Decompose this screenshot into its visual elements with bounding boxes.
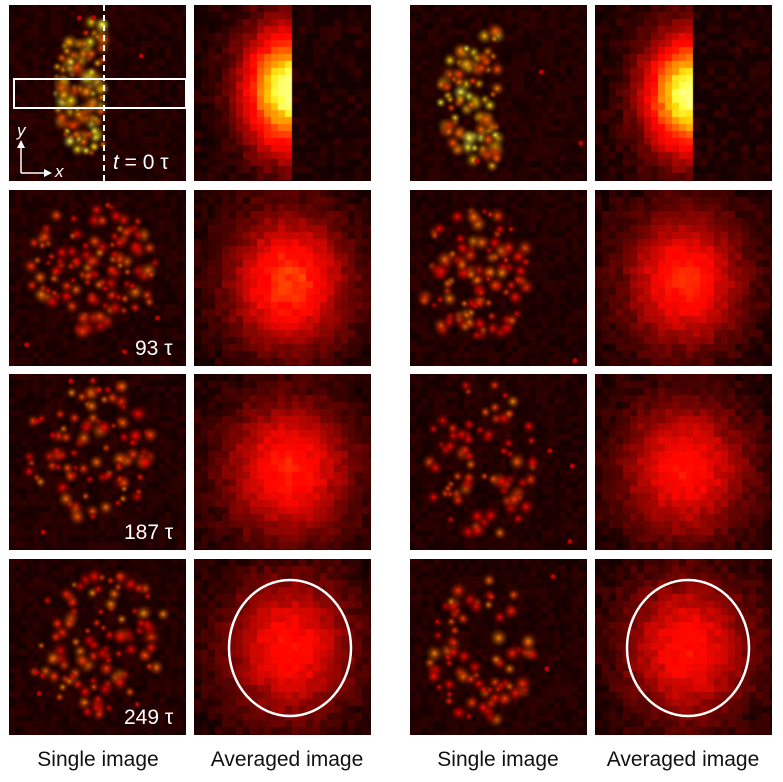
image-r0-c3: [595, 5, 772, 181]
time-label-row0: t = 0 τ: [113, 151, 169, 175]
column-label-left-single: Single image: [37, 748, 159, 771]
image-r1-c0: [9, 190, 186, 366]
image-r0-c1: [194, 5, 371, 181]
panel-r1-c0-single: 93 τ: [9, 190, 186, 366]
panel-r3-c0-single: 249 τ: [9, 559, 186, 735]
image-r3-c3: [595, 559, 772, 735]
overlay-r3-c3: [625, 578, 751, 718]
image-r2-c0: [9, 374, 186, 550]
image-r3-c2: [410, 559, 587, 735]
panel-r0-c3-averaged: [595, 5, 772, 181]
time-label-row3: 249 τ: [124, 706, 174, 729]
panel-r0-c2-single: [410, 5, 587, 181]
overlay-r3-c1: [227, 578, 353, 718]
panel-r1-c2-single: [410, 190, 587, 366]
image-r1-c3: [595, 190, 772, 366]
time-value: = 0 τ: [118, 151, 169, 174]
image-r1-c2: [410, 190, 587, 366]
overlay-r0-c0: [13, 5, 186, 181]
column-label-right-single: Single image: [437, 748, 559, 771]
panel-r3-c2-single: [410, 559, 587, 735]
time-label-row1: 93 τ: [135, 337, 173, 360]
image-r3-c1: [194, 559, 371, 735]
x-arrowhead: [44, 169, 52, 177]
panel-r2-c3-averaged: [595, 374, 772, 550]
column-label-right-averaged: Averaged image: [606, 748, 760, 771]
panel-r2-c0-single: 187 τ: [9, 374, 186, 550]
selection-box: [13, 78, 186, 109]
image-r2-c1: [194, 374, 371, 550]
image-r2-c3: [595, 374, 772, 550]
x-axis-label: x: [55, 162, 64, 181]
panel-r2-c2-single: [410, 374, 587, 550]
panel-r3-c3-averaged: [595, 559, 772, 735]
fit-ellipse: [625, 578, 751, 718]
image-r0-c2: [410, 5, 587, 181]
column-label-left-averaged: Averaged image: [210, 748, 364, 771]
image-r1-c1: [194, 190, 371, 366]
panel-r0-c1-averaged: [194, 5, 371, 181]
panel-r1-c3-averaged: [595, 190, 772, 366]
y-axis-label: y: [17, 121, 26, 140]
fit-ellipse: [227, 578, 353, 718]
panel-r1-c1-averaged: [194, 190, 371, 366]
panel-r3-c1-averaged: [194, 559, 371, 735]
panel-r2-c1-averaged: [194, 374, 371, 550]
image-r2-c2: [410, 374, 587, 550]
time-variable: t: [113, 151, 119, 174]
image-r0-c0: [9, 5, 186, 181]
time-label-row2: 187 τ: [124, 521, 174, 544]
image-r3-c0: [9, 559, 186, 735]
panel-r0-c0-single: y x t = 0 τ: [9, 5, 186, 181]
y-arrowhead: [17, 140, 25, 148]
